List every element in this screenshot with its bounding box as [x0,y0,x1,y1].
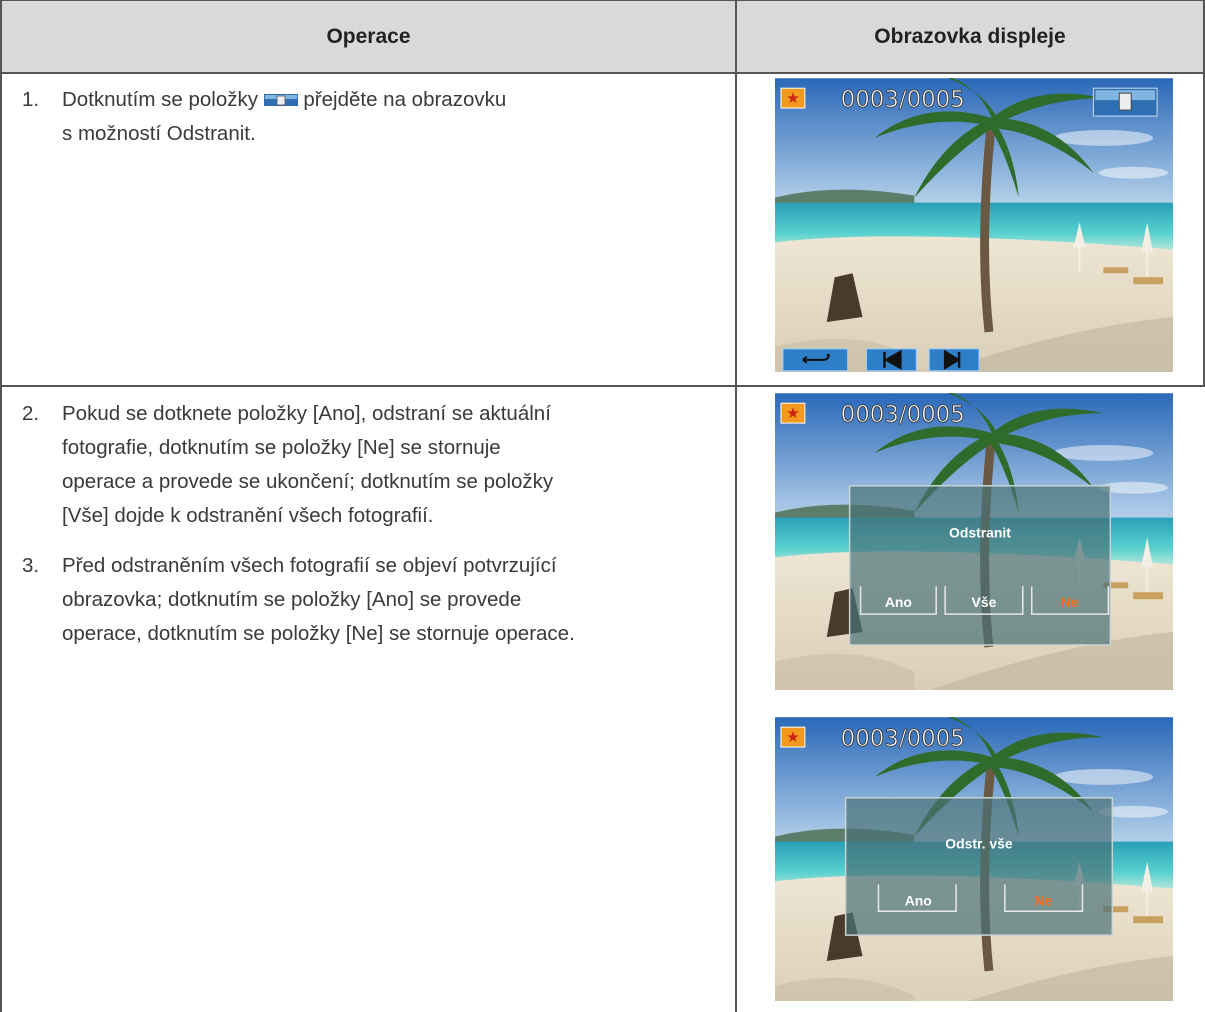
header-cell: Obrazovka displeje [737,1,1203,72]
step-number: 2. [22,402,40,425]
svg-text:★: ★ [786,405,799,422]
table-border [1203,0,1205,387]
step-line: Dotknutím se položky přejděte na obrazov… [62,83,506,117]
step-number: 1. [22,88,40,111]
dialog [848,485,1112,646]
header-text: Obrazovka displeje [874,24,1066,48]
dialog-title: Odstranit [949,525,1011,541]
button-label: Ano [905,892,932,908]
step-text: fotografie, dotknutím se položky [Ne] se… [62,436,501,459]
step-text: Dotknutím se položky [62,88,258,111]
table-border [0,0,2,1012]
counter: 0003/0005 [841,402,965,428]
table-border [0,72,1205,74]
step-text: Před odstraněním všech fotografií se obj… [62,554,557,577]
counter: 0003/0005 [841,87,965,113]
step-text: obrazovka; dotknutím se položky [Ano] se… [62,588,522,611]
dialog-title: Odstr. vše [945,836,1013,852]
svg-text:★: ★ [786,729,799,746]
step-text: operace a provede se ukončení; dotknutím… [62,470,554,493]
dialog [844,797,1114,936]
screen: ★ 0003/0005 Odstranit Ano Vše Ne [775,393,1173,690]
table-border [0,385,1205,387]
header-text: Operace [326,24,411,48]
step-text: operace, dotknutím se položky [Ne] se st… [62,622,575,645]
step-text: s možností Odstranit. [62,122,256,145]
button-label: Vše [972,594,997,610]
header-cell: Operace [2,1,735,72]
table-border [735,0,737,1012]
button-label: Ne [1061,594,1079,610]
screen: ★ 0003/0005 [775,78,1173,372]
button-label: Ano [885,594,912,610]
svg-text:★: ★ [786,90,799,107]
step-text: přejděte na obrazovku [303,88,507,111]
delete-icon [263,94,298,106]
step-text: [Vše] dojde k odstranění všech fotografi… [62,504,434,527]
step-text: Pokud se dotknete položky [Ano], odstran… [62,402,551,425]
screen: ★ 0003/0005 Odstr. vše Ano Ne [775,717,1173,1001]
counter: 0003/0005 [841,726,965,752]
step-number: 3. [22,554,40,577]
button-label: Ne [1035,892,1053,908]
